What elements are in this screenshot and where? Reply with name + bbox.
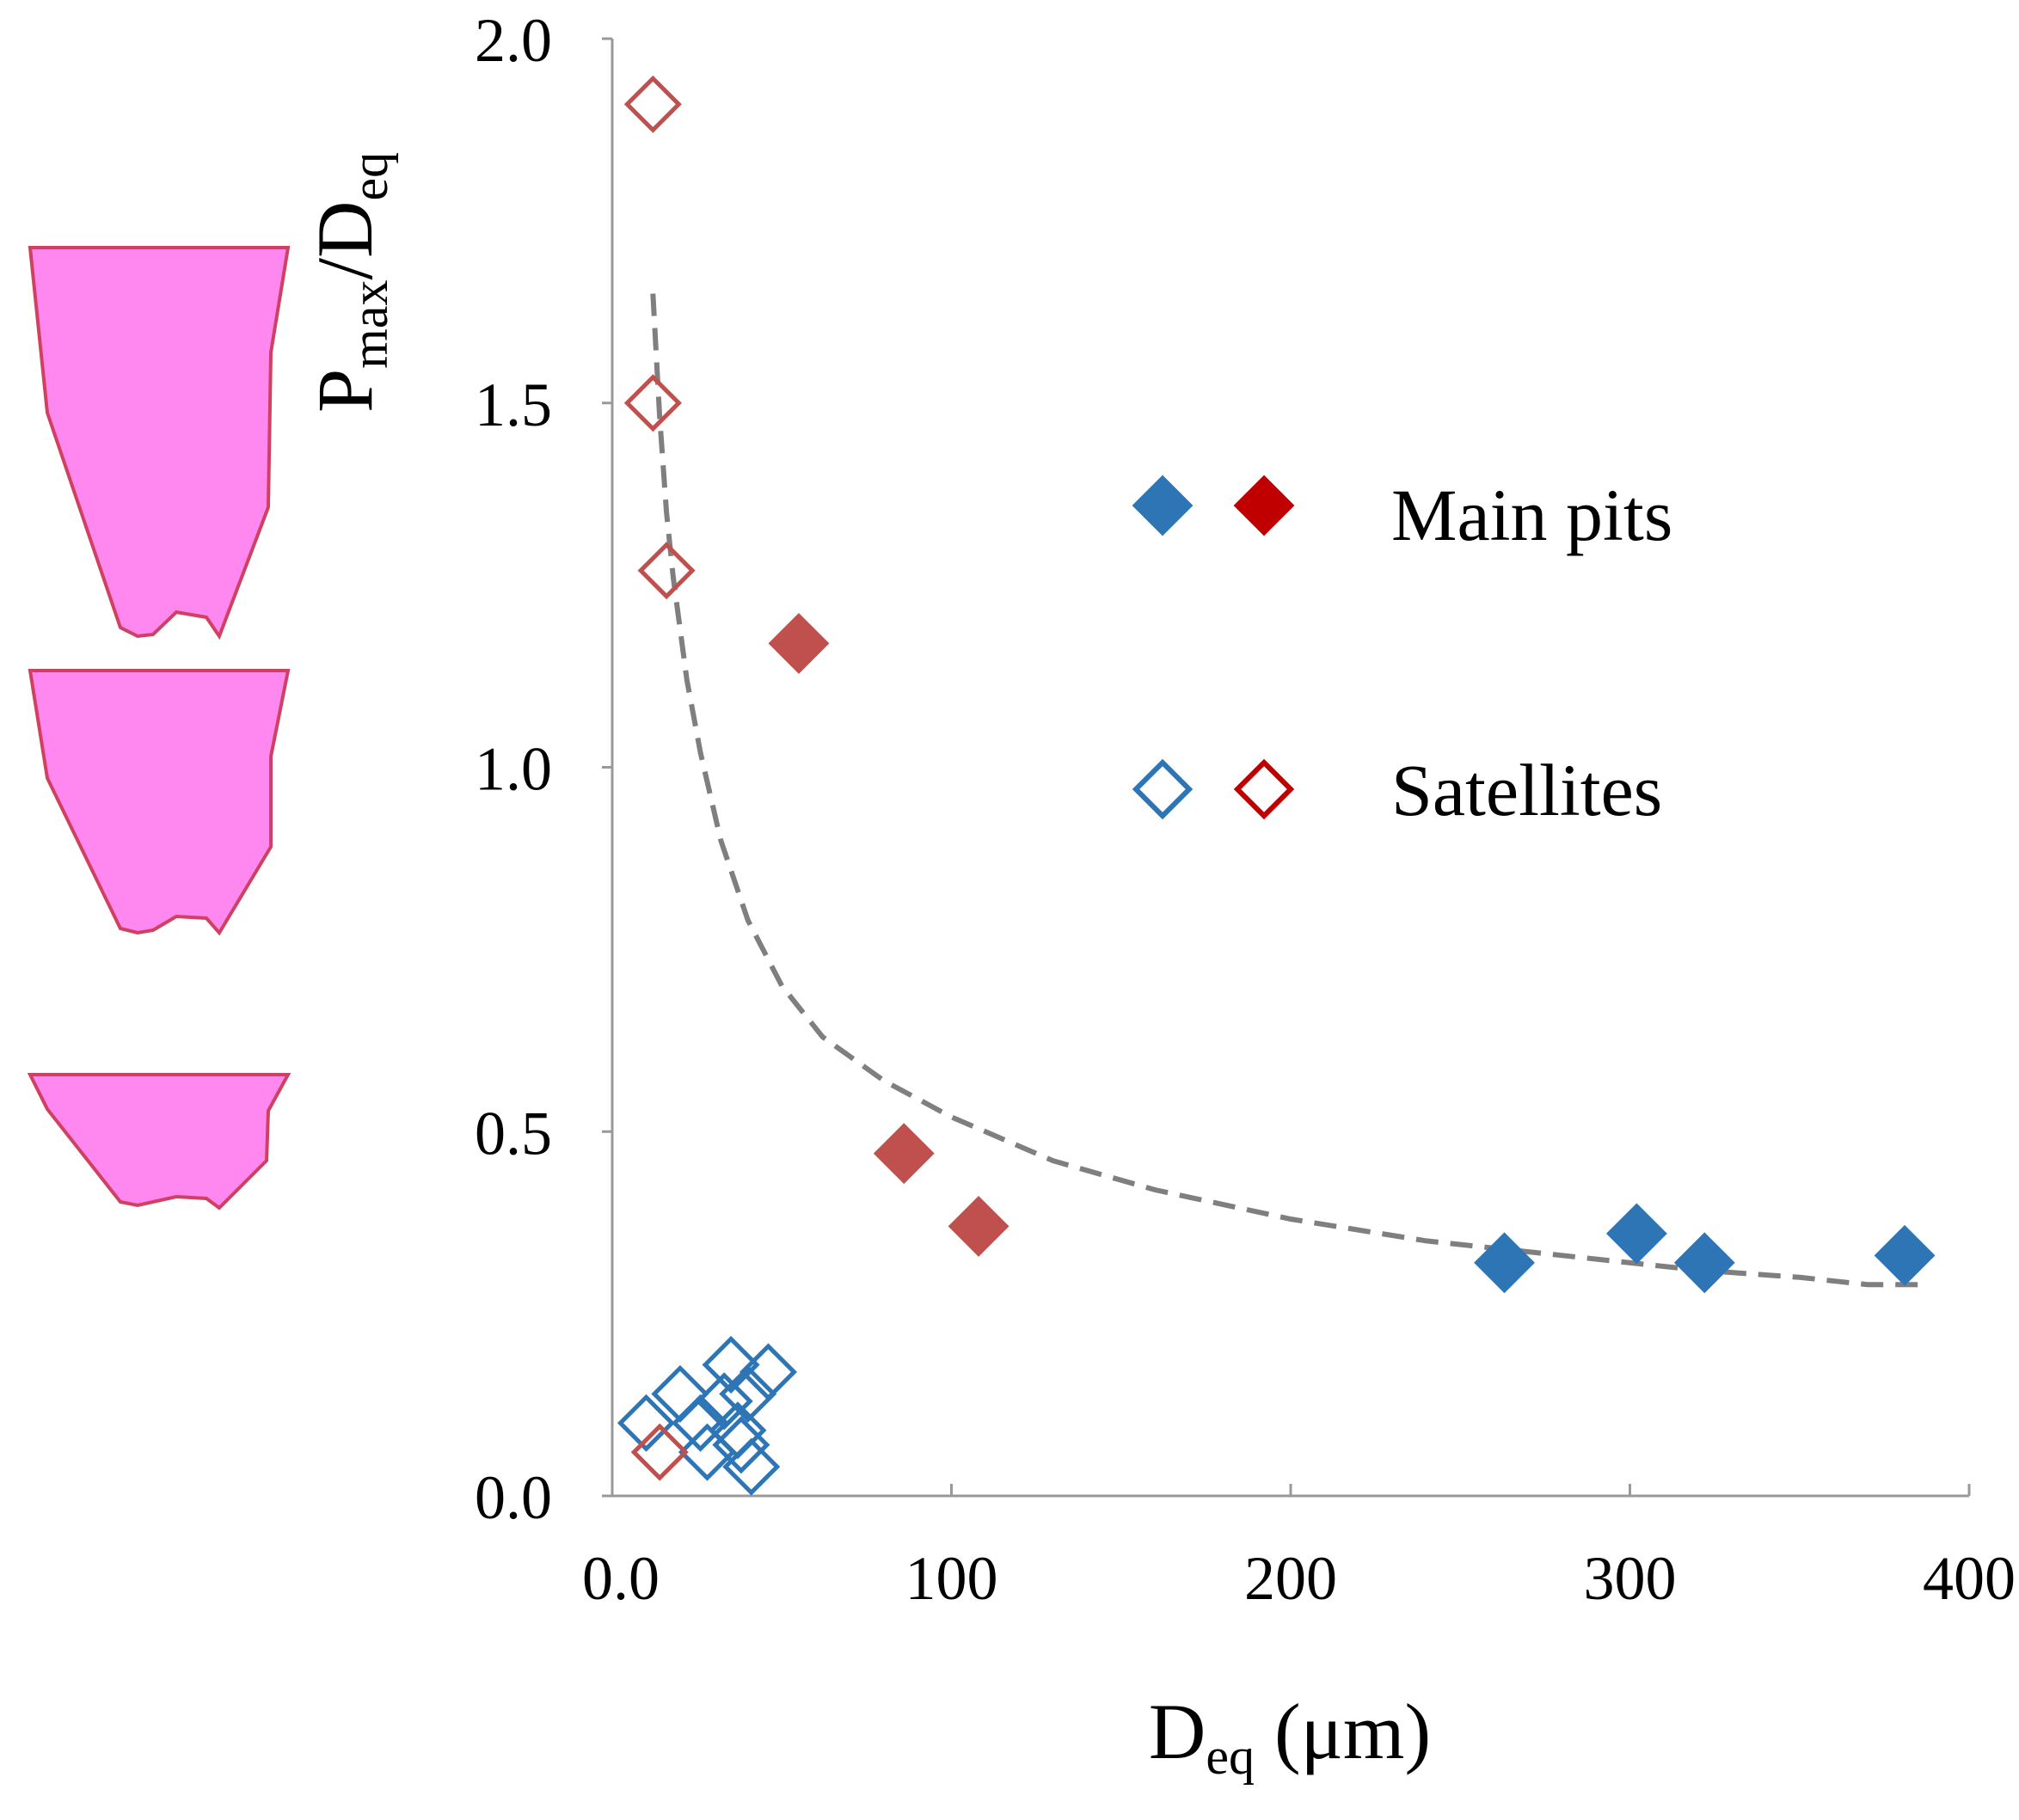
- satellite-point-2-0: [617, 1394, 675, 1452]
- legend-label-satellites: Satellites: [1391, 749, 1662, 831]
- main-pit-point-0-1: [1605, 1203, 1667, 1265]
- x-tick-label: 400: [1923, 1544, 2016, 1613]
- y-tick-label: 1.0: [475, 735, 552, 804]
- x-axis-title-d: D: [1149, 1688, 1206, 1775]
- legend-marker-1-1: [1233, 758, 1295, 820]
- main-pit-point-0-0: [1474, 1232, 1535, 1294]
- legend-marker-0-1: [1233, 475, 1295, 536]
- x-tick-label: 200: [1244, 1544, 1337, 1613]
- satellite-point-2-8: [719, 1364, 777, 1423]
- pit-shape-shallow: [27, 1073, 291, 1210]
- y-axis-title-p: P: [301, 369, 389, 413]
- satellite-point-3-0: [623, 75, 682, 133]
- legend-marker-1-0: [1132, 758, 1194, 820]
- satellite-point-3-2: [637, 542, 696, 600]
- y-tick-label: 0.5: [475, 1099, 552, 1167]
- x-tick-label: 300: [1584, 1544, 1677, 1613]
- satellite-point-2-7: [712, 1416, 770, 1474]
- satellite-point-3-1: [623, 374, 682, 432]
- main-pit-point-1-2: [948, 1196, 1010, 1257]
- y-axis-title-max: max: [341, 280, 398, 369]
- satellite-point-2-9: [722, 1437, 781, 1496]
- y-axis-title-d: D: [301, 201, 389, 258]
- x-tick-label: 0.0: [582, 1544, 660, 1613]
- y-tick-label: 2.0: [475, 6, 552, 75]
- main-pit-point-0-3: [1874, 1224, 1936, 1286]
- x-tick-label: 100: [905, 1544, 998, 1613]
- main-pit-point-1-1: [873, 1123, 935, 1185]
- y-axis-title: Pmax/Deq: [301, 152, 398, 413]
- y-tick-label: 1.5: [475, 371, 552, 439]
- x-axis-title-unit: (μm): [1255, 1688, 1431, 1775]
- trendline: [650, 293, 1918, 1288]
- satellite-point-3-3: [630, 1423, 689, 1481]
- y-axis-title-slash: /: [301, 258, 389, 280]
- satellite-point-2-5: [702, 1335, 760, 1394]
- axes: 0.0 100 200 300 400 0.0 0.5 1.0 1.5 2.0: [475, 6, 2016, 1613]
- satellite-point-2-2: [672, 1394, 730, 1452]
- pit-schematics: [27, 246, 291, 1210]
- y-axis-title-eq: eq: [341, 152, 398, 201]
- data-points: [617, 75, 1936, 1496]
- main-pit-point-0-2: [1673, 1232, 1735, 1294]
- pit-shape-medium: [28, 669, 291, 936]
- legend: Main pits Satellites: [1132, 474, 1672, 831]
- legend-label-main-pits: Main pits: [1391, 474, 1672, 556]
- x-axis-title-eq: eq: [1206, 1728, 1255, 1785]
- main-pit-point-1-0: [768, 613, 830, 674]
- satellite-point-2-10: [739, 1343, 798, 1401]
- y-tick-label: 0.0: [475, 1463, 552, 1532]
- legend-marker-0-0: [1132, 475, 1194, 536]
- x-axis-title: Deq (μm): [1149, 1688, 1431, 1785]
- satellite-point-2-4: [695, 1372, 753, 1431]
- pit-shape-deep: [28, 246, 291, 640]
